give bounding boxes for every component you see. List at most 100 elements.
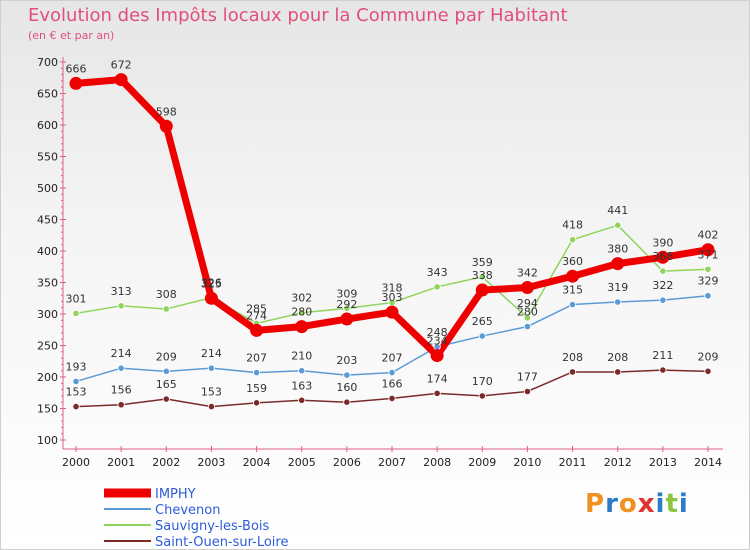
data-point [69, 76, 83, 90]
y-tick-label: 300 [37, 308, 58, 321]
data-label: 177 [517, 370, 538, 383]
data-point [614, 368, 622, 376]
x-tick-label: 2002 [152, 456, 180, 469]
data-point [343, 304, 351, 312]
data-label: 292 [336, 298, 357, 311]
logo-letter: x [637, 489, 656, 519]
data-point [114, 73, 128, 87]
legend-label: Chevenon [155, 503, 220, 518]
x-tick-label: 2014 [694, 456, 722, 469]
data-point [523, 314, 532, 322]
x-tick-label: 2010 [513, 456, 541, 469]
y-tick-label: 500 [37, 182, 58, 195]
data-label: 265 [472, 315, 493, 328]
data-label: 313 [111, 285, 132, 298]
data-label: 248 [427, 326, 448, 339]
data-point [250, 323, 264, 337]
data-label: 371 [698, 248, 719, 261]
data-label: 326 [201, 277, 222, 290]
data-label: 209 [156, 350, 177, 363]
logo-letter: i [655, 489, 666, 519]
data-point [704, 367, 712, 375]
x-tick-label: 2011 [559, 456, 587, 469]
data-label: 153 [201, 386, 222, 399]
data-point [701, 243, 715, 257]
data-label: 234 [427, 335, 448, 348]
x-tick-label: 2009 [468, 456, 496, 469]
data-point [568, 300, 577, 309]
data-point [478, 332, 486, 340]
data-point [656, 250, 670, 264]
data-label: 380 [607, 243, 628, 256]
legend: IMPHYChevenonSauvigny-les-BoisSaint-Ouen… [104, 487, 288, 549]
legend-label: Sauvigny-les-Bois [155, 519, 270, 534]
x-tick-label: 2000 [62, 456, 90, 469]
data-label: 160 [336, 381, 357, 394]
data-point [343, 398, 351, 406]
data-labels: 193 214 209 214 207 210 203 207 248 265 280 315 319 3… [66, 59, 719, 399]
data-label: 360 [562, 255, 583, 268]
data-label: 666 [66, 62, 87, 75]
data-label: 359 [472, 256, 493, 269]
x-tick-label: 2001 [107, 456, 135, 469]
data-label: 153 [66, 386, 87, 399]
data-label: 159 [246, 382, 267, 395]
data-label: 166 [382, 377, 403, 390]
data-point [207, 364, 216, 372]
data-label: 368 [652, 250, 673, 263]
logo-letter: r [605, 489, 619, 519]
data-point [659, 267, 667, 275]
data-point [298, 396, 306, 404]
data-label: 418 [562, 219, 583, 232]
data-label: 301 [66, 292, 87, 305]
data-label: 210 [291, 350, 312, 363]
data-label: 315 [562, 284, 583, 297]
data-point [568, 368, 577, 376]
data-point [159, 119, 173, 133]
x-tick-label: 2006 [333, 456, 361, 469]
y-tick-label: 400 [37, 245, 58, 258]
x-tick-label: 2012 [604, 456, 632, 469]
data-point [475, 283, 489, 297]
data-point [162, 395, 170, 403]
y-tick-label: 450 [37, 214, 58, 227]
data-point [252, 399, 261, 407]
logo-letter: i [678, 489, 689, 519]
data-point [614, 221, 622, 229]
y-tick-label: 200 [37, 371, 58, 384]
x-tick-label: 2004 [243, 456, 271, 469]
data-point [704, 265, 712, 273]
y-tick-label: 150 [37, 403, 58, 416]
data-point [295, 320, 309, 334]
data-label: 280 [291, 306, 312, 319]
y-tick-label: 550 [37, 151, 58, 164]
data-label: 207 [382, 352, 403, 365]
data-point [659, 296, 667, 304]
data-label: 193 [66, 360, 87, 373]
data-label: 318 [382, 282, 403, 295]
data-point [704, 292, 712, 300]
data-label: 174 [427, 372, 448, 385]
data-label: 211 [652, 349, 673, 362]
data-label: 214 [111, 347, 132, 360]
chart-title: Evolution des Impôts locaux pour la Comm… [28, 5, 568, 26]
data-point [388, 368, 396, 377]
y-tick-label: 600 [37, 119, 58, 132]
data-point [162, 305, 170, 313]
y-tick-label: 100 [37, 434, 58, 447]
data-point [204, 291, 218, 305]
data-label: 390 [652, 236, 673, 249]
data-point [117, 364, 125, 372]
data-point [385, 305, 399, 319]
x-tick-label: 2003 [197, 456, 225, 469]
data-point [207, 403, 216, 411]
data-label: 309 [336, 287, 357, 300]
x-tick-label: 2008 [423, 456, 451, 469]
data-point [433, 389, 441, 397]
chart-subtitle: (en € et par an) [28, 29, 115, 42]
logo-letter: P [585, 489, 606, 519]
y-tick-label: 350 [37, 277, 58, 290]
data-point [659, 366, 667, 374]
data-label: 302 [291, 292, 312, 305]
data-label: 209 [698, 350, 719, 363]
